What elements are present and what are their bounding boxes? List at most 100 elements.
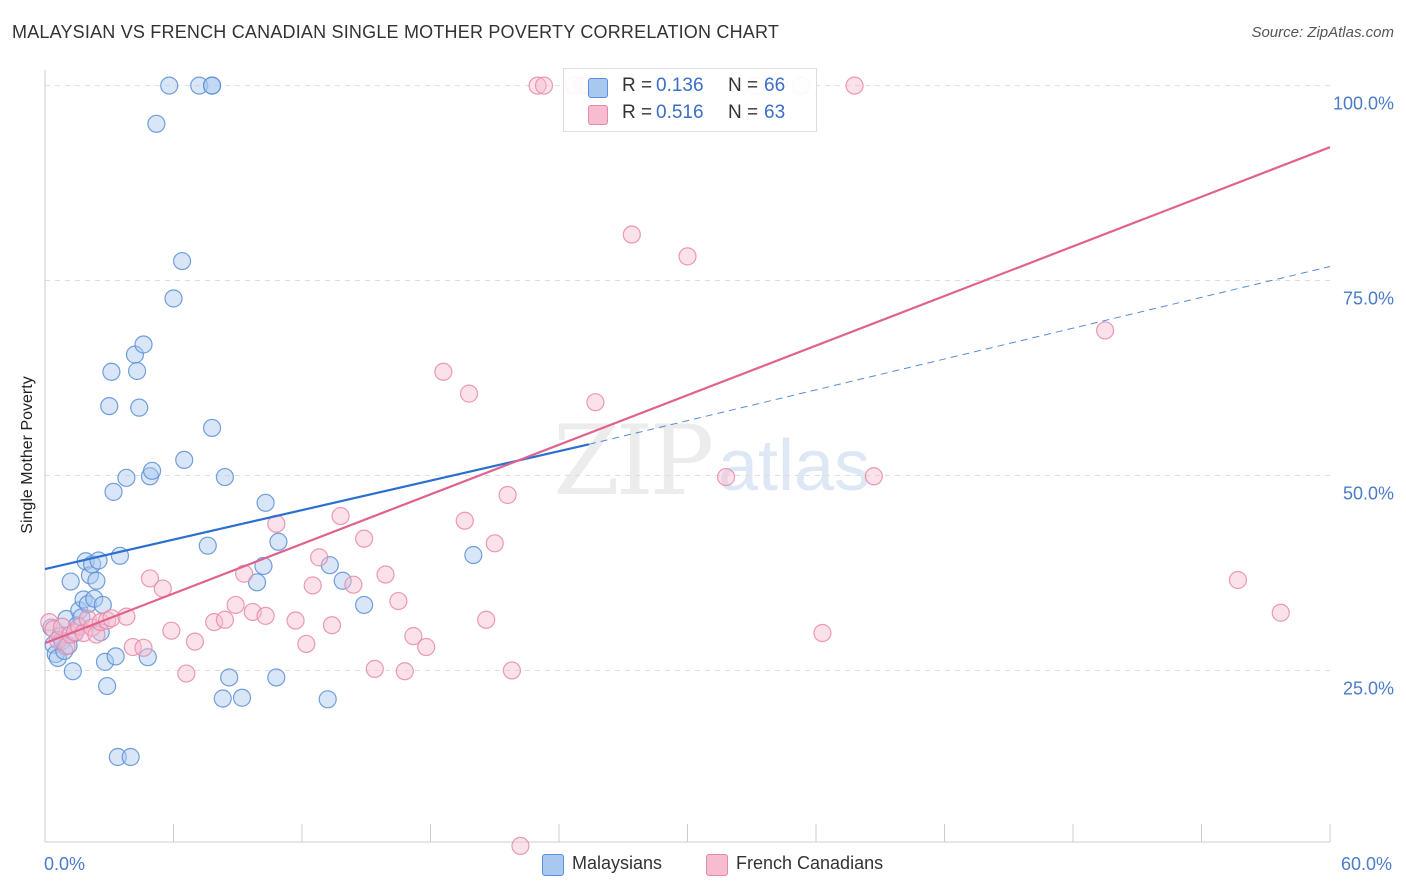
french-canadians-point — [256, 606, 275, 625]
malaysians-point — [63, 662, 82, 681]
french-canadians-point — [502, 661, 521, 680]
malaysians-point — [220, 668, 239, 687]
french-canadians-point — [1096, 321, 1115, 340]
tick-label-layer: 25.0% 50.0% 75.0% 100.0% 0.0% 60.0% — [44, 94, 1394, 874]
french-canadians-point — [140, 569, 160, 588]
malaysians-point — [464, 545, 483, 565]
french-canadians-point — [134, 638, 153, 657]
french-canadians-point — [455, 511, 474, 530]
malaysians-point — [269, 532, 288, 551]
french-canadians-point — [716, 467, 736, 487]
french-canadians-point — [813, 623, 832, 643]
y-tick-label: 50.0% — [1343, 483, 1394, 503]
x-tick-label: 0.0% — [44, 854, 85, 874]
malaysians-point — [104, 482, 123, 501]
legend-n-label: N = — [728, 102, 759, 123]
french-canadians-point — [286, 611, 305, 630]
points-layer — [40, 76, 1290, 855]
malaysians-point — [164, 289, 183, 308]
malaysians-point — [256, 493, 275, 512]
french-canadians-point — [485, 534, 504, 553]
malaysians-point — [98, 676, 117, 696]
malaysians-point — [87, 571, 106, 590]
french-canadians-point — [185, 632, 205, 651]
french-canadians-point — [404, 627, 423, 646]
watermark-atlas: atlas — [718, 426, 871, 506]
malaysians-point — [127, 361, 147, 381]
y-tick-label: 25.0% — [1343, 678, 1394, 698]
malaysians-point — [247, 573, 267, 592]
malaysians-point — [106, 647, 125, 666]
french-canadians-point — [310, 548, 329, 567]
french-canadians-point — [1228, 570, 1248, 590]
french-canadians-point — [205, 612, 224, 632]
legend-r-label: R = — [622, 102, 653, 123]
french-canadians-point — [389, 591, 408, 611]
legend-n-value: 66 — [764, 75, 786, 96]
french-canadians-point — [226, 595, 245, 615]
french-canadians-point — [477, 610, 496, 629]
chart-title: MALAYSIAN VS FRENCH CANADIAN SINGLE MOTH… — [12, 22, 780, 42]
malaysians-point — [95, 652, 115, 671]
malaysians-point — [202, 76, 222, 95]
french-canadians-point — [344, 575, 363, 594]
malaysians-point — [355, 595, 374, 615]
malaysians-point — [61, 572, 80, 591]
malaysians-point — [215, 467, 234, 487]
malaysians-point — [130, 398, 149, 417]
french-canadians-point — [177, 664, 196, 683]
malaysians-point — [142, 461, 162, 480]
malaysians-point — [333, 571, 352, 590]
malaysians-point — [213, 689, 232, 708]
french-canadians-point — [57, 637, 76, 656]
french-canadians-point — [365, 659, 384, 678]
malaysians-trend-extension — [588, 266, 1331, 445]
trend-layer — [44, 146, 1331, 645]
french-canadians-trend-line — [44, 146, 1331, 645]
legend-r-value: 0.516 — [656, 102, 704, 123]
watermark-zip: ZIP — [553, 405, 714, 517]
legend-swatch-pink — [588, 105, 608, 125]
french-canadians-point — [434, 362, 453, 381]
french-canadians-point — [303, 576, 322, 595]
french-canadians-point — [622, 225, 641, 244]
malaysians-point — [134, 335, 153, 354]
source-credit: Source: ZipAtlas.com — [1251, 24, 1394, 41]
malaysians-point — [100, 396, 119, 416]
malaysians-point — [147, 114, 166, 133]
y-tick-label: 100.0% — [1333, 94, 1394, 114]
french-canadians-point — [322, 616, 342, 635]
french-canadians-point — [376, 565, 395, 584]
bottom-legend-swatch-blue — [542, 854, 564, 876]
malaysians-point — [318, 690, 337, 709]
french-canadians-point — [511, 836, 530, 855]
bottom-legend-swatch-pink — [706, 854, 728, 876]
bottom-legend-label: French Canadians — [736, 853, 884, 873]
malaysians-point — [138, 648, 157, 667]
legend-n-value: 63 — [764, 102, 786, 123]
y-tick-label: 75.0% — [1343, 289, 1394, 309]
malaysians-point — [121, 747, 140, 767]
french-canadians-point — [331, 506, 350, 526]
french-canadians-point — [1271, 603, 1290, 622]
malaysians-point — [232, 688, 252, 707]
legend-r-value: 0.136 — [656, 75, 704, 96]
french-canadians-point — [215, 610, 234, 629]
french-canadians-point — [162, 621, 181, 640]
malaysians-point — [198, 536, 217, 555]
french-canadians-point — [355, 529, 374, 548]
axis-layer — [44, 70, 1331, 843]
french-canadians-point — [534, 76, 554, 95]
x-tick-label: 60.0% — [1341, 854, 1392, 874]
french-canadians-point — [498, 485, 517, 505]
malaysians-point — [254, 556, 273, 576]
malaysians-point — [190, 76, 209, 95]
french-canadians-point — [586, 393, 605, 412]
malaysians-point — [172, 251, 192, 271]
french-canadians-point — [678, 247, 697, 266]
legend-n-label: N = — [728, 75, 759, 96]
malaysians-point — [108, 747, 127, 767]
french-canadians-point — [459, 384, 479, 403]
malaysians-point — [202, 418, 222, 438]
